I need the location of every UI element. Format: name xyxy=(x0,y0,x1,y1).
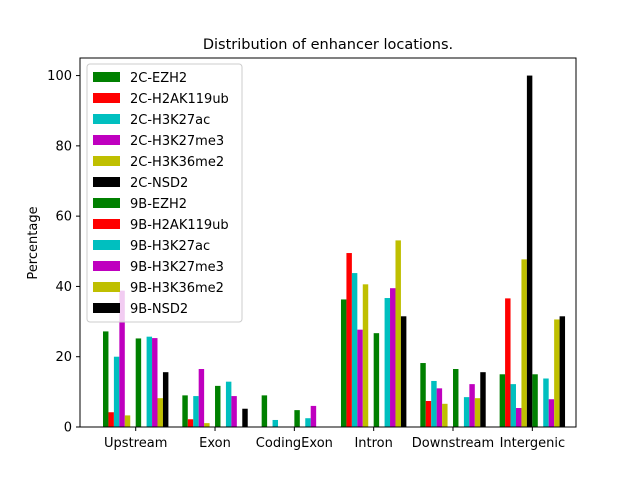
bar xyxy=(305,418,311,427)
bar xyxy=(400,316,407,427)
bar xyxy=(231,396,237,427)
bar xyxy=(225,381,232,427)
bar xyxy=(119,290,125,427)
y-tick-label: 20 xyxy=(55,350,72,365)
x-tick-label: Intron xyxy=(354,436,392,451)
legend-label: 9B-NSD2 xyxy=(130,302,188,317)
bar xyxy=(362,284,369,427)
x-tick-label: Intergenic xyxy=(500,436,566,451)
legend-swatch xyxy=(93,198,120,208)
bar xyxy=(215,385,221,427)
bar xyxy=(526,75,533,427)
x-tick-label: Upstream xyxy=(104,436,167,451)
bar xyxy=(510,384,516,427)
legend-label: 9B-H3K36me2 xyxy=(130,281,224,296)
y-tick-label: 40 xyxy=(55,280,72,295)
bar xyxy=(294,410,300,427)
bar xyxy=(480,372,486,427)
bar xyxy=(340,299,347,427)
bar xyxy=(463,397,470,427)
y-tick-label: 60 xyxy=(55,210,72,225)
bar xyxy=(182,395,188,427)
y-tick-label: 0 xyxy=(64,421,72,436)
bar xyxy=(346,253,352,427)
bar xyxy=(135,338,142,427)
bar xyxy=(420,363,426,427)
x-tick-label: CodingExon xyxy=(256,436,333,451)
axes-frame xyxy=(79,57,577,428)
legend-label: 9B-H3K27me3 xyxy=(130,260,224,275)
bar xyxy=(261,395,268,427)
bar xyxy=(193,396,199,427)
bar xyxy=(373,333,380,427)
bar xyxy=(272,419,279,427)
legend-swatch xyxy=(93,219,120,229)
bar xyxy=(310,405,317,427)
bar xyxy=(499,374,506,427)
bar xyxy=(515,408,522,427)
chart-title: Distribution of enhancer locations. xyxy=(203,37,453,53)
bar xyxy=(532,374,538,427)
plot-area: 0 20 40 60 80 100 Upstream Exon CodingExon Intron… xyxy=(47,57,577,451)
bar xyxy=(390,288,396,427)
bar xyxy=(548,399,555,427)
bar xyxy=(351,273,358,427)
bar xyxy=(395,240,401,427)
bar xyxy=(436,388,443,427)
bar xyxy=(442,403,448,427)
legend-swatch xyxy=(93,261,120,271)
legend-swatch xyxy=(93,240,120,250)
legend-swatch xyxy=(93,135,120,145)
bar xyxy=(157,398,163,427)
y-axis-label: Percentage xyxy=(26,206,41,279)
legend-label: 9B-H2AK119ub xyxy=(130,218,229,233)
y-tick-label: 100 xyxy=(47,69,72,84)
x-tick-label: Downstream xyxy=(412,436,494,451)
bar xyxy=(521,259,527,427)
bar xyxy=(146,336,153,427)
bar xyxy=(505,298,511,427)
bar xyxy=(453,369,459,427)
bar xyxy=(162,372,169,427)
bar xyxy=(357,329,363,427)
bar xyxy=(113,356,120,427)
legend-label: 9B-H3K27ac xyxy=(130,239,210,254)
bar xyxy=(425,400,432,427)
bar xyxy=(554,319,560,427)
x-tick-label: Exon xyxy=(199,436,231,451)
legend-swatch xyxy=(93,156,120,166)
legend-swatch xyxy=(93,114,120,124)
legend-swatch xyxy=(93,282,120,292)
bar xyxy=(469,384,475,427)
bar xyxy=(103,331,109,427)
legend-label: 2C-NSD2 xyxy=(130,176,188,191)
bar xyxy=(124,415,131,427)
bar xyxy=(543,378,549,427)
bar xyxy=(198,369,205,427)
bar xyxy=(204,423,210,427)
bar xyxy=(474,398,481,427)
legend-label: 2C-H3K36me2 xyxy=(130,155,224,170)
legend-swatch xyxy=(93,93,120,103)
bar xyxy=(559,316,566,427)
bar xyxy=(187,419,194,427)
legend-label: 2C-H3K27ac xyxy=(130,113,210,128)
bar xyxy=(242,408,248,427)
legend-label: 9B-EZH2 xyxy=(130,197,187,212)
bar xyxy=(431,380,437,427)
bar xyxy=(384,298,391,427)
legend-swatch xyxy=(93,177,120,187)
legend-label: 2C-H2AK119ub xyxy=(130,92,229,107)
legend-swatch xyxy=(93,303,120,313)
bar xyxy=(108,412,114,427)
bar xyxy=(152,338,158,427)
legend-swatch xyxy=(93,72,120,82)
y-tick-label: 80 xyxy=(55,139,72,154)
legend-label: 2C-EZH2 xyxy=(130,71,187,86)
legend-label: 2C-H3K27me3 xyxy=(130,134,224,149)
legend-box xyxy=(86,63,243,323)
